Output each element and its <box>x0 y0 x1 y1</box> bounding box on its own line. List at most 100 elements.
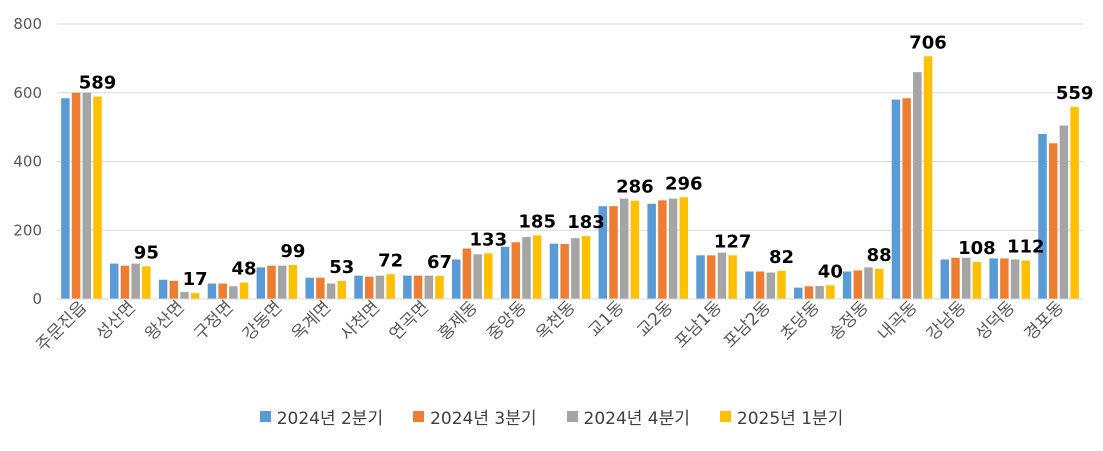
bar <box>424 275 434 299</box>
bar <box>989 258 998 299</box>
data-label: 99 <box>280 241 305 262</box>
bar <box>598 206 608 299</box>
bar <box>619 198 629 299</box>
legend-label: 2025년 1분기 <box>736 409 844 429</box>
bar <box>500 246 510 299</box>
x-tick-label: 포남2동 <box>720 297 775 352</box>
bar <box>71 92 81 299</box>
legend-swatch <box>259 411 271 422</box>
legend-item-series-3: 2024년 4분기 <box>566 404 690 429</box>
bars <box>61 56 1079 299</box>
bar <box>951 257 960 299</box>
bar <box>961 257 971 299</box>
bar <box>61 98 70 299</box>
x-tick-label: 중앙동 <box>483 297 530 344</box>
bar <box>326 283 336 299</box>
bar <box>717 252 727 299</box>
data-label: 183 <box>567 212 605 233</box>
data-label: 48 <box>232 259 257 280</box>
bar <box>1048 143 1058 299</box>
bar <box>522 237 531 299</box>
legend-item-series-4: 2025년 1분기 <box>719 404 844 429</box>
bar <box>706 255 716 299</box>
bar <box>755 271 765 299</box>
data-label: 559 <box>1056 83 1094 104</box>
bar <box>403 275 412 299</box>
bar <box>1021 260 1031 299</box>
bar <box>549 243 559 299</box>
bar <box>972 261 982 299</box>
bar <box>668 198 678 299</box>
data-label: 95 <box>134 242 159 263</box>
bar <box>560 244 569 299</box>
bar <box>364 276 374 299</box>
x-tick-label: 연곡면 <box>386 297 433 344</box>
bar <box>532 235 542 299</box>
bar <box>207 283 217 299</box>
bar <box>864 267 873 299</box>
x-tick-label: 옥천동 <box>532 297 579 344</box>
bar <box>902 98 911 299</box>
legend: 2024년 2분기 2024년 3분기 2024년 4분기 2025년 1분기 <box>0 404 1103 429</box>
bar <box>413 275 423 299</box>
bar <box>288 264 298 299</box>
bar <box>375 275 385 299</box>
legend-label: 2024년 2분기 <box>276 409 384 429</box>
data-label: 17 <box>183 269 208 290</box>
bar <box>316 277 325 299</box>
bar <box>435 275 444 299</box>
bar <box>277 265 287 299</box>
bar <box>1038 134 1047 299</box>
bar <box>1010 259 1020 299</box>
bar <box>679 197 689 299</box>
data-label: 108 <box>958 238 996 259</box>
data-label: 589 <box>79 73 117 94</box>
bar <box>728 255 737 299</box>
data-label: 133 <box>470 229 508 250</box>
bar <box>1000 258 1009 299</box>
legend-label: 2024년 4분기 <box>583 409 690 429</box>
y-tick-label: 600 <box>13 84 42 102</box>
y-tick-label: 400 <box>13 153 42 171</box>
data-label: 40 <box>818 261 843 282</box>
bar <box>131 263 140 299</box>
bar-chart: 0 200 400 600 800 589 95 17 48 99 53 72 67 133 185 183… <box>13 15 1094 356</box>
x-tick-label: 성덕동 <box>972 297 1019 344</box>
x-tick-label: 강남동 <box>923 297 970 344</box>
bar <box>511 242 521 299</box>
y-tick-label: 800 <box>13 15 42 33</box>
bar <box>609 206 618 299</box>
bar <box>815 285 824 299</box>
x-tick-label: 옥계면 <box>288 297 335 344</box>
bar <box>1059 125 1069 299</box>
data-label: 112 <box>1007 237 1045 258</box>
bar <box>630 200 640 299</box>
bar <box>109 263 119 299</box>
data-label: 296 <box>665 173 703 194</box>
bar <box>804 286 814 299</box>
data-label: 82 <box>769 247 794 268</box>
x-tick-label: 포남1동 <box>671 297 726 352</box>
y-axis: 0 200 400 600 800 <box>13 15 42 308</box>
legend-item-series-2: 2024년 3분기 <box>413 404 537 429</box>
bar <box>842 271 852 299</box>
bar <box>853 270 863 299</box>
legend-item-series-1: 2024년 2분기 <box>259 404 384 429</box>
bar <box>874 268 884 299</box>
x-tick-label: 교1동 <box>584 297 628 341</box>
bar <box>169 280 179 299</box>
bar <box>158 279 168 299</box>
data-label: 706 <box>909 32 947 53</box>
bar <box>484 253 493 299</box>
data-label: 286 <box>616 177 654 198</box>
bar <box>826 285 835 299</box>
legend-swatch <box>413 411 425 422</box>
y-tick-label: 200 <box>13 221 42 239</box>
bar <box>658 200 667 299</box>
bar <box>142 266 151 299</box>
data-label: 185 <box>518 211 556 232</box>
x-tick-label: 초당동 <box>777 297 824 344</box>
data-label: 72 <box>378 250 403 271</box>
data-label: 67 <box>427 252 452 273</box>
data-labels: 589 95 17 48 99 53 72 67 133 185 183 286 296 127 82 40 8… <box>79 32 1094 290</box>
